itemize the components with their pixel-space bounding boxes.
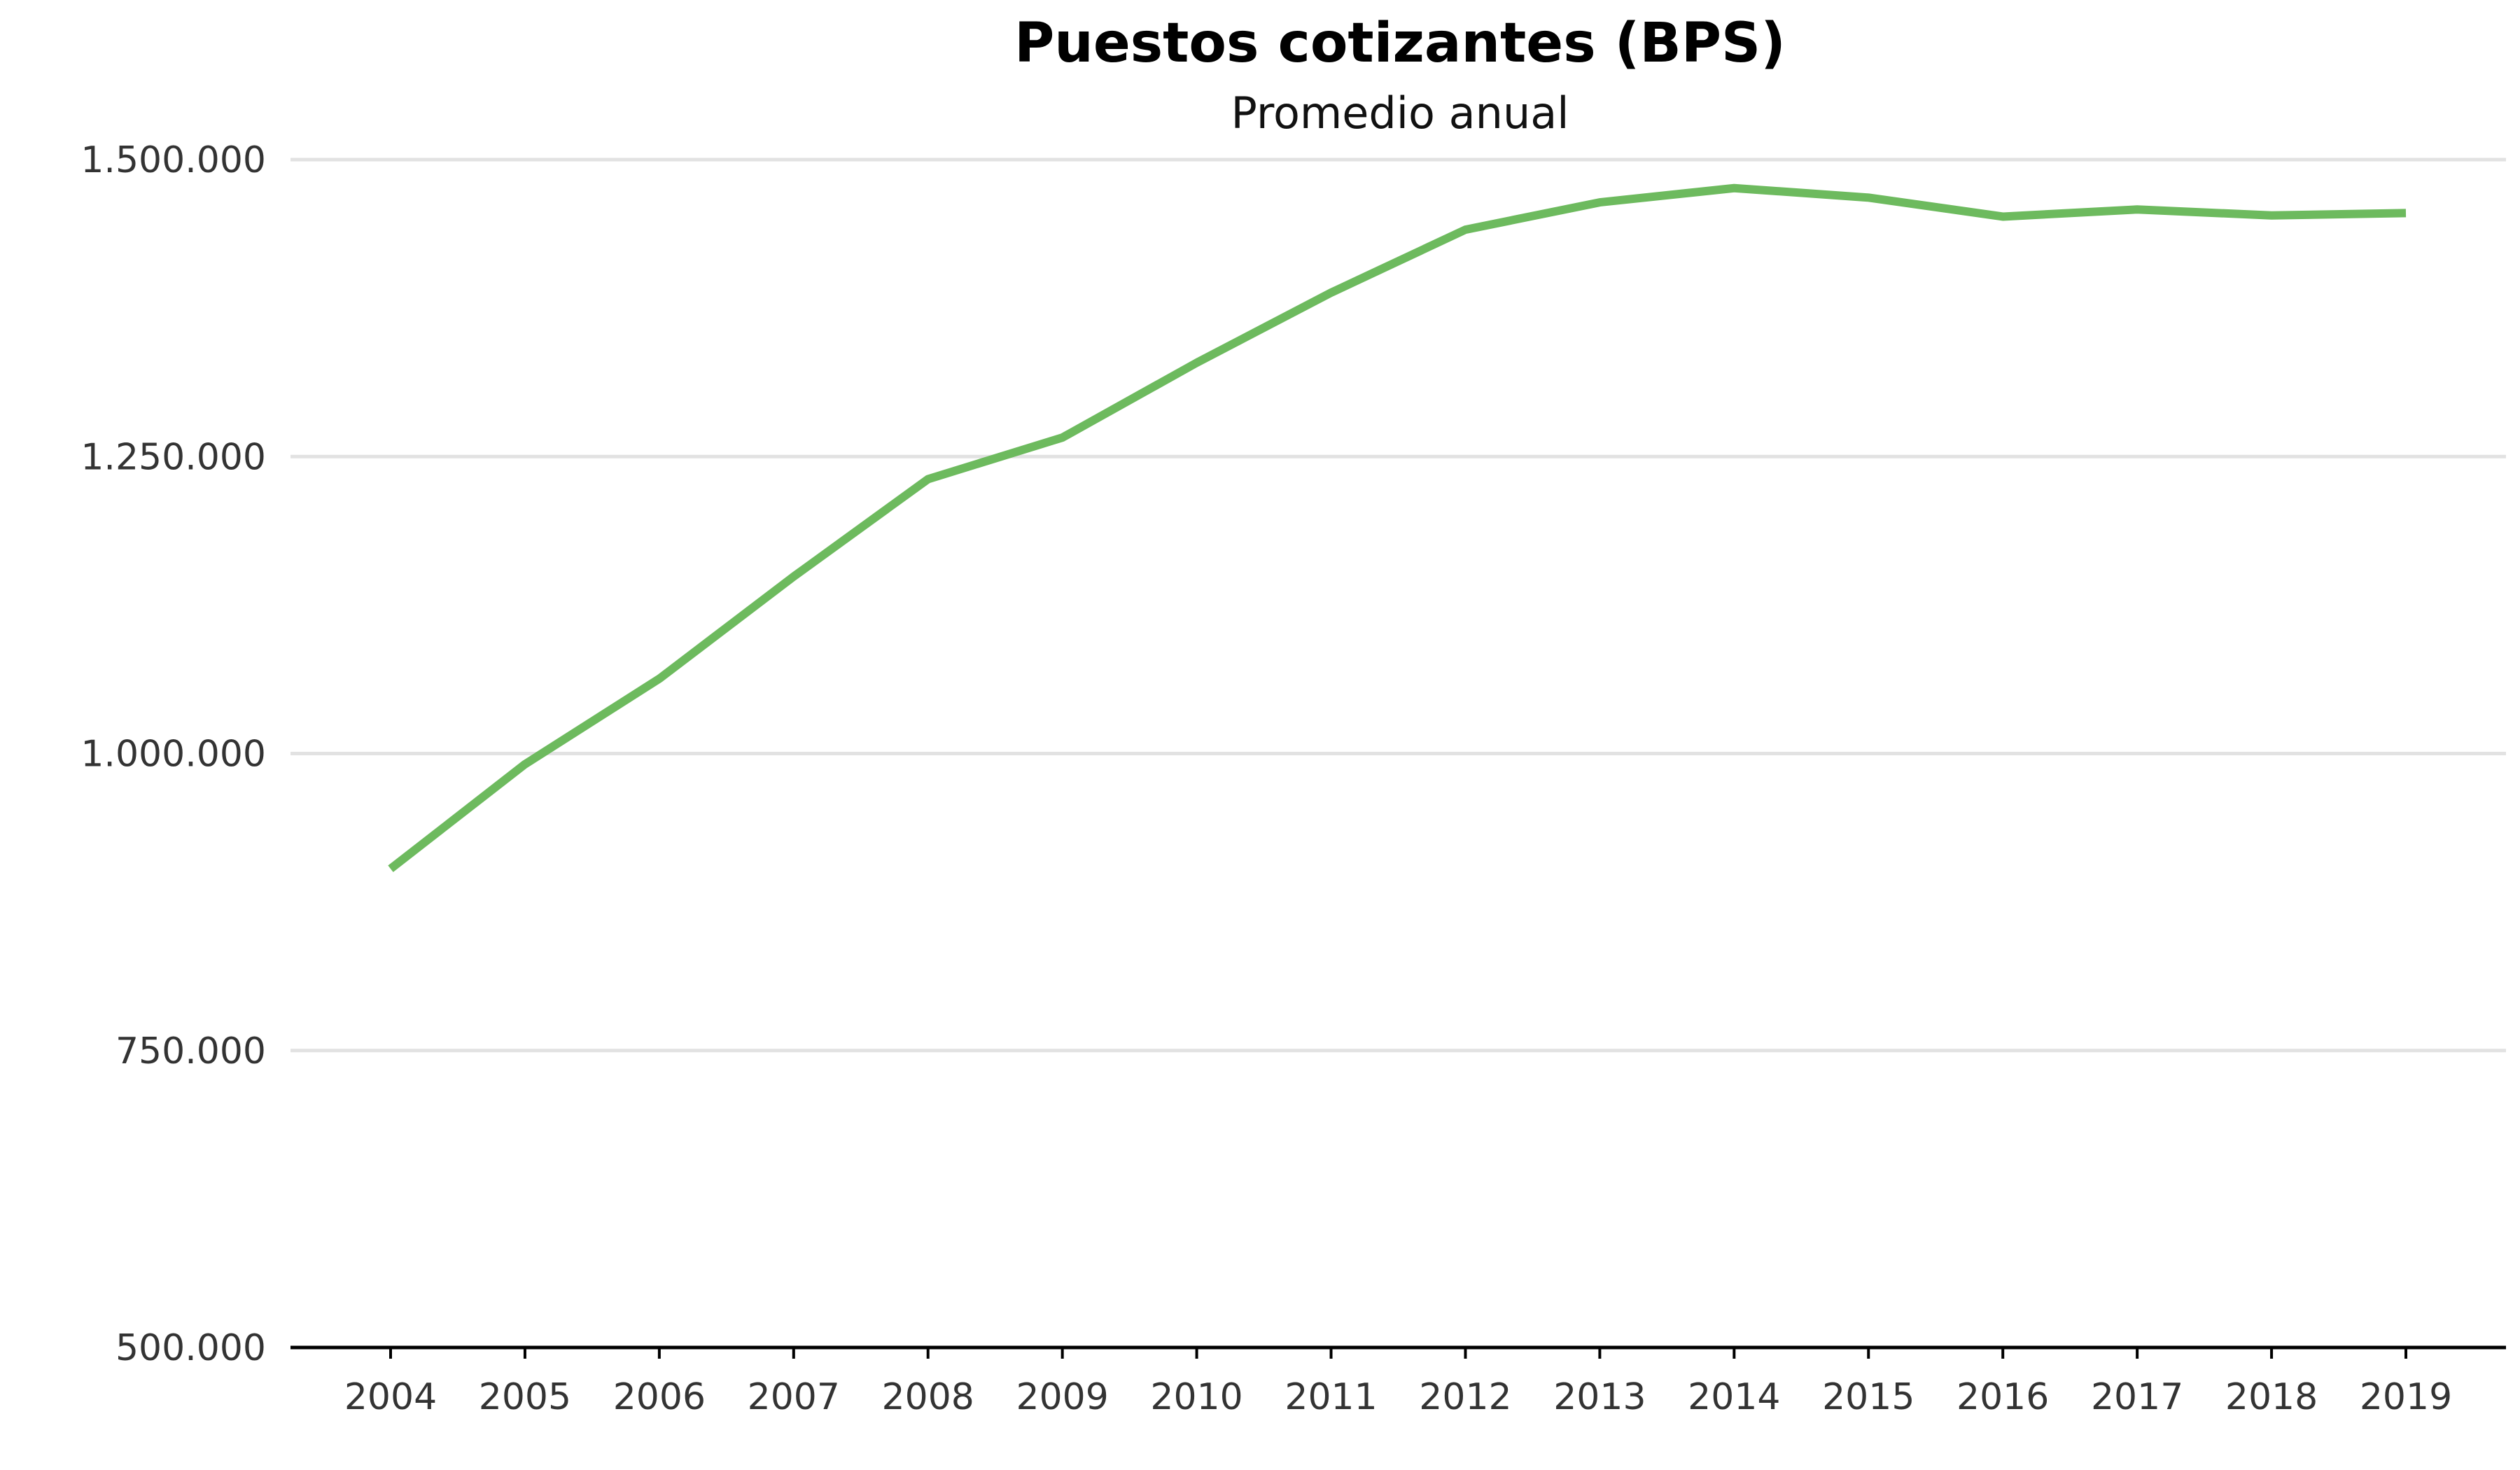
x-axis-ticks: 2004 2005 2006 2007 2008 2009 2010 2011 2012 2013… [344, 1348, 2452, 1418]
y-tick-label: 1.500.000 [80, 139, 266, 181]
x-tick-label: 2011 [1284, 1376, 1377, 1418]
x-tick-label: 2010 [1150, 1376, 1242, 1418]
y-tick-label: 500.000 [115, 1327, 266, 1369]
y-axis-ticks: 500.000 750.000 1.000.000 1.250.000 1.500.00… [80, 139, 266, 1369]
grid-lines [290, 158, 2506, 1053]
y-tick-label: 1.250.000 [80, 436, 266, 478]
x-tick-label: 2019 [2360, 1376, 2452, 1418]
x-tick-label: 2004 [344, 1376, 437, 1418]
x-tick-label: 2015 [1822, 1376, 1914, 1418]
series-group [388, 183, 2407, 872]
y-tick-label: 1.000.000 [80, 734, 266, 776]
x-tick-label: 2006 [613, 1376, 706, 1418]
chart-title: Puestos cotizantes (BPS) [1014, 12, 1786, 75]
x-tick-label: 2018 [2225, 1376, 2318, 1418]
chart-subtitle: Promedio anual [1231, 88, 1569, 139]
x-tick-label: 2009 [1016, 1376, 1108, 1418]
x-tick-label: 2017 [2091, 1376, 2183, 1418]
x-tick-label: 2005 [479, 1376, 571, 1418]
x-tick-label: 2008 [882, 1376, 974, 1418]
x-tick-label: 2012 [1419, 1376, 1511, 1418]
x-tick-label: 2007 [748, 1376, 840, 1418]
x-tick-label: 2014 [1688, 1376, 1780, 1418]
x-tick-label: 2013 [1553, 1376, 1646, 1418]
series-line [388, 183, 2407, 872]
x-tick-label: 2016 [1956, 1376, 2049, 1418]
y-tick-label: 750.000 [115, 1030, 266, 1072]
